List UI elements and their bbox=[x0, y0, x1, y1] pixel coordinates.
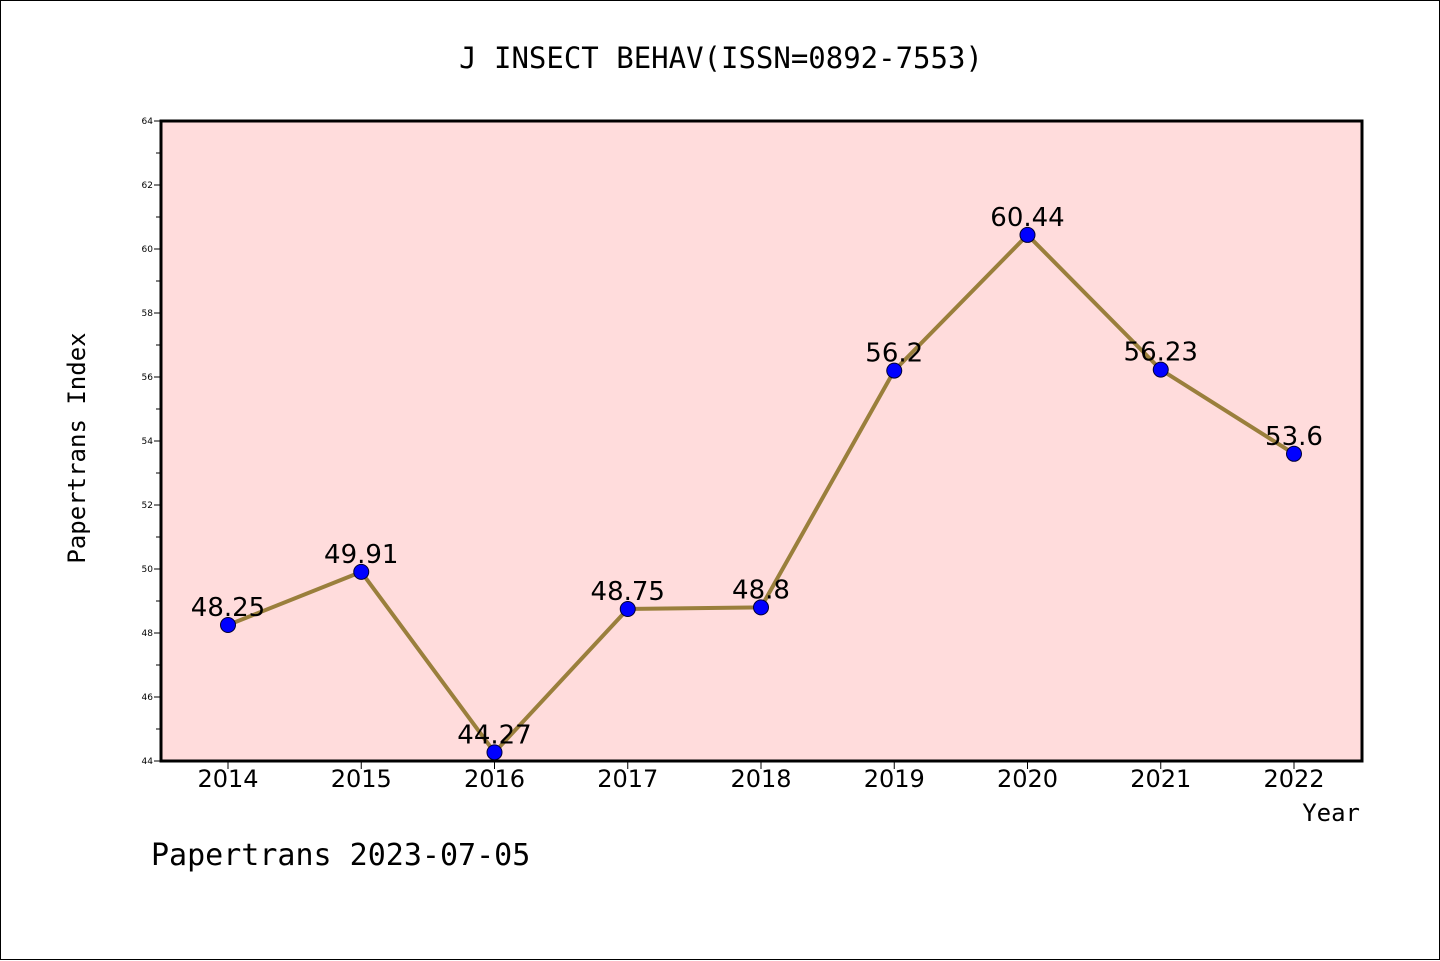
plot-border bbox=[159, 119, 1364, 763]
x-tick-label: 2015 bbox=[331, 765, 392, 793]
y-axis: 44 46 48 50 52 54 56 58 60 62 64 bbox=[142, 117, 161, 767]
data-label: 48.8 bbox=[732, 575, 790, 605]
x-tick-label: 2018 bbox=[730, 765, 791, 793]
y-axis-label: Papertrans Index bbox=[63, 332, 91, 563]
plot-area bbox=[161, 121, 1362, 761]
data-label: 53.6 bbox=[1265, 422, 1323, 452]
x-tick-label: 2014 bbox=[197, 765, 258, 793]
data-label: 44.27 bbox=[457, 720, 531, 750]
data-label: 49.91 bbox=[324, 540, 398, 570]
y-tick-label: 52 bbox=[142, 501, 153, 511]
y-tick-label: 48 bbox=[142, 629, 154, 639]
x-tick-label: 2022 bbox=[1263, 765, 1324, 793]
data-labels: 48.25 49.91 44.27 48.75 48.8 56.2 60.44 56.23 53… bbox=[191, 203, 1323, 750]
y-tick-label: 54 bbox=[142, 437, 154, 447]
x-tick-label: 2019 bbox=[864, 765, 925, 793]
data-label: 48.25 bbox=[191, 593, 265, 623]
data-point bbox=[353, 563, 370, 580]
x-tick-label: 2021 bbox=[1130, 765, 1191, 793]
data-point bbox=[1286, 445, 1302, 462]
y-tick-label: 60 bbox=[142, 245, 154, 255]
footer-credit: Papertrans 2023-07-05 bbox=[151, 838, 530, 873]
data-point bbox=[220, 617, 236, 633]
data-point bbox=[1152, 361, 1169, 378]
x-tick-label: 2020 bbox=[997, 765, 1058, 793]
y-tick-label: 56 bbox=[142, 373, 154, 383]
x-axis-label: Year bbox=[1302, 799, 1360, 827]
data-label: 56.23 bbox=[1124, 338, 1198, 368]
y-tick-label: 44 bbox=[142, 757, 154, 767]
data-point bbox=[753, 599, 769, 616]
x-tick-label: 2016 bbox=[464, 765, 525, 793]
data-label: 48.75 bbox=[591, 577, 665, 607]
data-point bbox=[619, 601, 636, 617]
data-point bbox=[886, 362, 903, 379]
x-tick-label: 2017 bbox=[597, 765, 658, 793]
y-tick-label: 64 bbox=[142, 117, 154, 127]
data-label: 56.2 bbox=[865, 339, 923, 369]
y-tick-label: 62 bbox=[142, 181, 153, 191]
data-markers bbox=[220, 226, 1302, 761]
y-tick-label: 50 bbox=[142, 565, 154, 575]
x-axis: 2014 2015 2016 2017 2018 2019 2020 2021 2022 bbox=[197, 761, 1325, 793]
y-tick-label: 46 bbox=[142, 693, 154, 703]
y-tick-label: 58 bbox=[142, 309, 154, 319]
data-label: 60.44 bbox=[990, 203, 1064, 233]
chart-title: J INSECT BEHAV(ISSN=0892-7553) bbox=[459, 41, 983, 75]
data-point bbox=[1019, 226, 1036, 243]
